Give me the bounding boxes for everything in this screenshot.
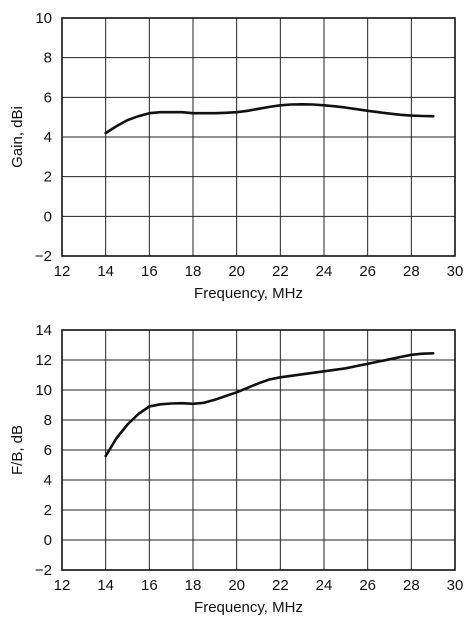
x-tick-label: 30 bbox=[447, 263, 464, 280]
x-tick-label: 22 bbox=[272, 263, 289, 280]
x-tick-label: 24 bbox=[316, 263, 333, 280]
plot-frame bbox=[61, 17, 456, 257]
y-tick-label: 6 bbox=[44, 89, 52, 106]
x-tick-label: 18 bbox=[185, 577, 202, 594]
y-tick-label: 10 bbox=[35, 382, 52, 399]
y-tick-label: 0 bbox=[44, 532, 52, 549]
x-tick-label: 12 bbox=[54, 263, 71, 280]
y-axis-title: F/B, dB bbox=[9, 425, 26, 475]
x-tick-label: 14 bbox=[97, 577, 114, 594]
x-tick-label: 30 bbox=[447, 577, 464, 594]
x-tick-label: 28 bbox=[403, 263, 420, 280]
gain-chart: 12 14 16 18 20 22 24 26 28 30−20246810Frequency, … bbox=[9, 10, 463, 302]
y-tick-label: 10 bbox=[35, 10, 52, 27]
x-tick-label: 26 bbox=[359, 263, 376, 280]
y-tick-label: −2 bbox=[35, 562, 52, 579]
y-tick-label: 12 bbox=[35, 352, 52, 369]
x-tick-label: 12 bbox=[54, 577, 71, 594]
x-tick-label: 20 bbox=[228, 577, 245, 594]
y-tick-label: −2 bbox=[35, 248, 52, 265]
y-tick-label: 2 bbox=[44, 502, 52, 519]
front-to-back-chart: 12 14 16 18 20 22 24 26 28 30−202468101214Frequen… bbox=[9, 322, 463, 616]
plot-frame bbox=[61, 329, 456, 571]
x-tick-label: 16 bbox=[141, 577, 158, 594]
y-tick-label: 4 bbox=[44, 472, 52, 489]
x-tick-label: 26 bbox=[359, 577, 376, 594]
y-tick-label: 6 bbox=[44, 442, 52, 459]
series-line bbox=[104, 103, 435, 135]
y-tick-label: 2 bbox=[44, 169, 52, 186]
x-axis-title: Frequency, MHz bbox=[194, 599, 303, 616]
x-tick-label: 22 bbox=[272, 577, 289, 594]
series-line bbox=[104, 351, 435, 458]
x-tick-label: 18 bbox=[185, 263, 202, 280]
x-tick-label: 28 bbox=[403, 577, 420, 594]
y-tick-label: 8 bbox=[44, 50, 52, 67]
x-axis-title: Frequency, MHz bbox=[194, 285, 303, 302]
x-tick-label: 16 bbox=[141, 263, 158, 280]
y-tick-label: 14 bbox=[35, 322, 52, 339]
y-tick-label: 0 bbox=[44, 208, 52, 225]
x-tick-label: 20 bbox=[228, 263, 245, 280]
x-tick-label: 24 bbox=[316, 577, 333, 594]
y-tick-label: 8 bbox=[44, 412, 52, 429]
x-tick-label: 14 bbox=[97, 263, 114, 280]
y-tick-label: 4 bbox=[44, 129, 52, 146]
y-axis-title: Gain, dBi bbox=[9, 106, 26, 168]
